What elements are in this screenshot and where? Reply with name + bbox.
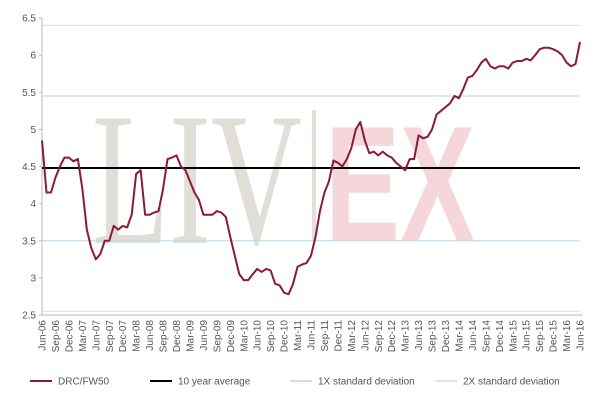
x-tick-label: Jun-10 [253,320,264,351]
y-tick-label: 3 [30,273,36,284]
y-tick-label: 4 [30,199,36,210]
x-tick-label: Jun-07 [91,320,102,351]
legend-label: 10 year average [178,377,251,388]
legend-label: 1X standard deviation [318,377,415,388]
y-tick-label: 2.5 [22,311,36,322]
x-tick-label: Dec-07 [118,320,129,353]
y-tick-label: 3.5 [22,236,36,247]
x-tick-label: Sep-14 [481,320,492,353]
x-tick-label: Sep-06 [51,320,62,353]
x-tick-label: Jun-09 [199,320,210,351]
y-tick-label: 6 [30,51,36,62]
x-tick-label: Jun-06 [38,320,49,351]
x-tick-label: Dec-06 [64,320,75,353]
x-tick-label: Dec-15 [549,320,560,353]
x-tick-label: Jun-11 [307,320,318,350]
x-tick-label: Sep-08 [159,320,170,353]
x-tick-label: Jun-08 [145,320,156,351]
x-tick-label: Jun-12 [360,320,371,351]
y-tick-label: 5.5 [22,88,36,99]
x-tick-label: Mar-10 [239,320,250,352]
x-tick-label: Mar-09 [185,320,196,352]
x-tick-label: Dec-12 [387,320,398,353]
watermark-ex: EX [325,92,475,276]
x-tick-label: Mar-07 [78,320,89,352]
x-tick-label: Dec-11 [333,320,344,352]
x-tick-label: Mar-11 [293,320,304,351]
y-tick-label: 6.5 [22,14,36,25]
x-tick-label: Mar-13 [401,320,412,352]
x-tick-label: Mar-15 [508,320,519,352]
y-tick-label: 4.5 [22,162,36,173]
x-tick-label: Sep-10 [266,320,277,353]
x-tick-label: Sep-13 [428,320,439,353]
watermark-separator [312,110,316,242]
legend-label: DRC/FW50 [58,377,110,388]
x-tick-label: Jun-16 [576,320,587,351]
x-tick-label: Dec-13 [441,320,452,353]
x-tick-label: Dec-08 [172,320,183,353]
watermark-liv: LIV [92,75,302,285]
x-tick-label: Sep-09 [212,320,223,353]
x-tick-label: Sep-11 [320,320,331,352]
x-tick-label: Jun-15 [522,320,533,351]
data-line [41,41,581,296]
x-tick-label: Jun-13 [414,320,425,351]
x-tick-label: Mar-08 [132,320,143,352]
x-tick-label: Dec-14 [495,320,506,353]
x-tick-label: Sep-15 [535,320,546,353]
legend-label: 2X standard deviation [463,377,560,388]
x-tick-label: Sep-12 [374,320,385,353]
x-tick-label: Mar-16 [562,320,573,352]
y-tick-label: 5 [30,125,36,136]
x-tick-label: Mar-12 [347,320,358,352]
x-tick-label: Mar-14 [454,320,465,352]
x-tick-label: Jun-14 [468,320,479,351]
x-tick-label: Sep-07 [105,320,116,353]
x-tick-label: Dec-10 [280,320,291,353]
x-tick-label: Dec-09 [226,320,237,353]
